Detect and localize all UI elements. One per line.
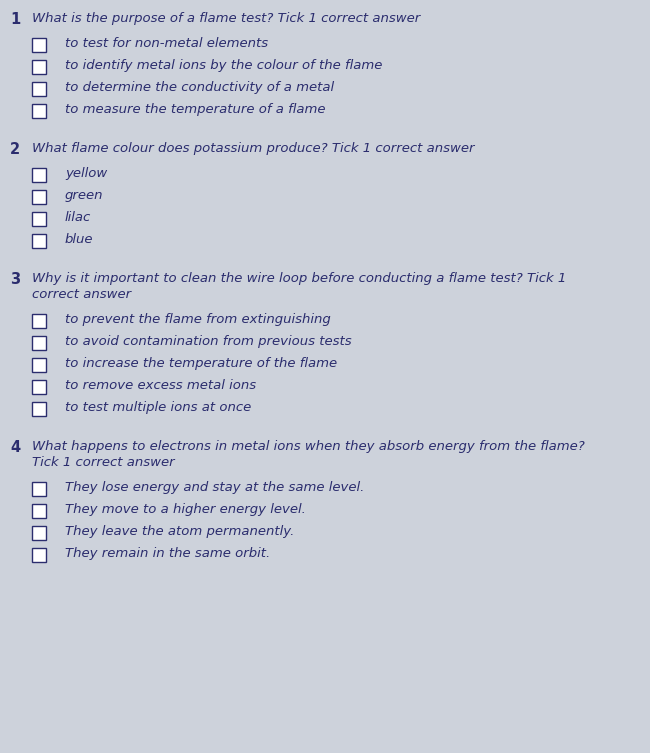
- Text: to measure the temperature of a flame: to measure the temperature of a flame: [65, 103, 326, 116]
- Bar: [32, 482, 46, 496]
- Bar: [32, 60, 46, 74]
- Text: yellow: yellow: [65, 167, 107, 180]
- Text: They move to a higher energy level.: They move to a higher energy level.: [65, 503, 306, 516]
- Text: to remove excess metal ions: to remove excess metal ions: [65, 379, 256, 392]
- Bar: [32, 104, 46, 118]
- Text: They lose energy and stay at the same level.: They lose energy and stay at the same le…: [65, 481, 365, 494]
- Text: to prevent the flame from extinguishing: to prevent the flame from extinguishing: [65, 313, 331, 326]
- Text: green: green: [65, 189, 103, 202]
- Bar: [32, 190, 46, 204]
- Bar: [32, 82, 46, 96]
- Text: What happens to electrons in metal ions when they absorb energy from the flame?: What happens to electrons in metal ions …: [32, 440, 585, 453]
- Bar: [32, 314, 46, 328]
- Text: Tick 1 correct answer: Tick 1 correct answer: [32, 456, 175, 469]
- Text: to increase the temperature of the flame: to increase the temperature of the flame: [65, 357, 337, 370]
- Bar: [32, 548, 46, 562]
- Text: What flame colour does potassium produce? Tick 1 correct answer: What flame colour does potassium produce…: [32, 142, 474, 155]
- Text: to identify metal ions by the colour of the flame: to identify metal ions by the colour of …: [65, 59, 382, 72]
- Bar: [32, 504, 46, 518]
- Text: What is the purpose of a flame test? Tick 1 correct answer: What is the purpose of a flame test? Tic…: [32, 12, 421, 25]
- Text: to determine the conductivity of a metal: to determine the conductivity of a metal: [65, 81, 334, 94]
- Text: blue: blue: [65, 233, 94, 246]
- Text: to avoid contamination from previous tests: to avoid contamination from previous tes…: [65, 335, 352, 348]
- Text: 2: 2: [10, 142, 20, 157]
- Bar: [32, 526, 46, 540]
- Text: lilac: lilac: [65, 211, 91, 224]
- Bar: [32, 38, 46, 52]
- Text: to test multiple ions at once: to test multiple ions at once: [65, 401, 252, 414]
- Text: 4: 4: [10, 440, 20, 455]
- Text: They remain in the same orbit.: They remain in the same orbit.: [65, 547, 270, 560]
- Text: 3: 3: [10, 272, 20, 287]
- Text: 1: 1: [10, 12, 20, 27]
- Bar: [32, 358, 46, 372]
- Bar: [32, 168, 46, 182]
- Bar: [32, 380, 46, 394]
- Bar: [32, 336, 46, 350]
- Bar: [32, 212, 46, 226]
- Text: Why is it important to clean the wire loop before conducting a flame test? Tick : Why is it important to clean the wire lo…: [32, 272, 566, 285]
- Text: correct answer: correct answer: [32, 288, 131, 301]
- Text: They leave the atom permanently.: They leave the atom permanently.: [65, 525, 294, 538]
- Text: to test for non-metal elements: to test for non-metal elements: [65, 37, 268, 50]
- Bar: [32, 234, 46, 248]
- Bar: [32, 402, 46, 416]
